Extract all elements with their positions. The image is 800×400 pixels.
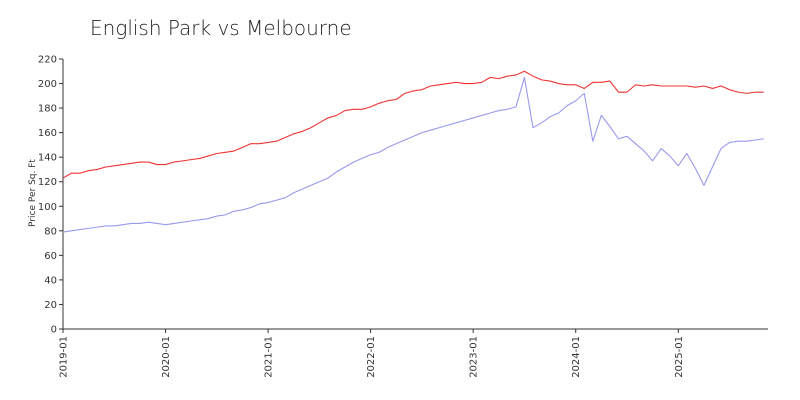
x-tick-label: 2022-01	[366, 336, 377, 378]
y-axis: 0 20 40 60 80 100 120 140 160 180 200 220	[38, 55, 64, 336]
y-tick-label: 80	[44, 226, 57, 237]
x-tick-label: 2021-01	[264, 336, 275, 378]
y-tick-label: 120	[38, 177, 57, 188]
y-tick-label: 40	[44, 275, 57, 286]
y-tick-label: 200	[38, 79, 57, 90]
y-tick-label: 0	[51, 325, 57, 336]
y-tick-label: 220	[38, 55, 57, 66]
y-axis-label: Price Per Sq. Ft	[28, 159, 38, 227]
x-tick-label: 2024-01	[571, 336, 582, 378]
x-tick-label: 2023-01	[469, 336, 480, 378]
y-tick-label: 20	[44, 300, 57, 311]
y-tick-label: 100	[38, 202, 57, 213]
chart-title: English Park vs Melbourne	[90, 16, 352, 40]
series-line-1	[62, 70, 764, 179]
series-line-2	[62, 76, 764, 233]
y-tick-label: 160	[38, 128, 57, 139]
x-tick-label: 2019-01	[59, 336, 70, 378]
y-tick-label: 60	[44, 251, 57, 262]
y-tick-label: 140	[38, 153, 57, 164]
x-axis: 2019-01 2020-01 2021-01 2022-01 2023-01 2024-…	[59, 328, 768, 378]
x-tick-label: 2020-01	[161, 336, 172, 378]
series-layer	[62, 70, 764, 233]
y-tick-label: 180	[38, 104, 57, 115]
x-tick-label: 2025-01	[674, 336, 685, 378]
